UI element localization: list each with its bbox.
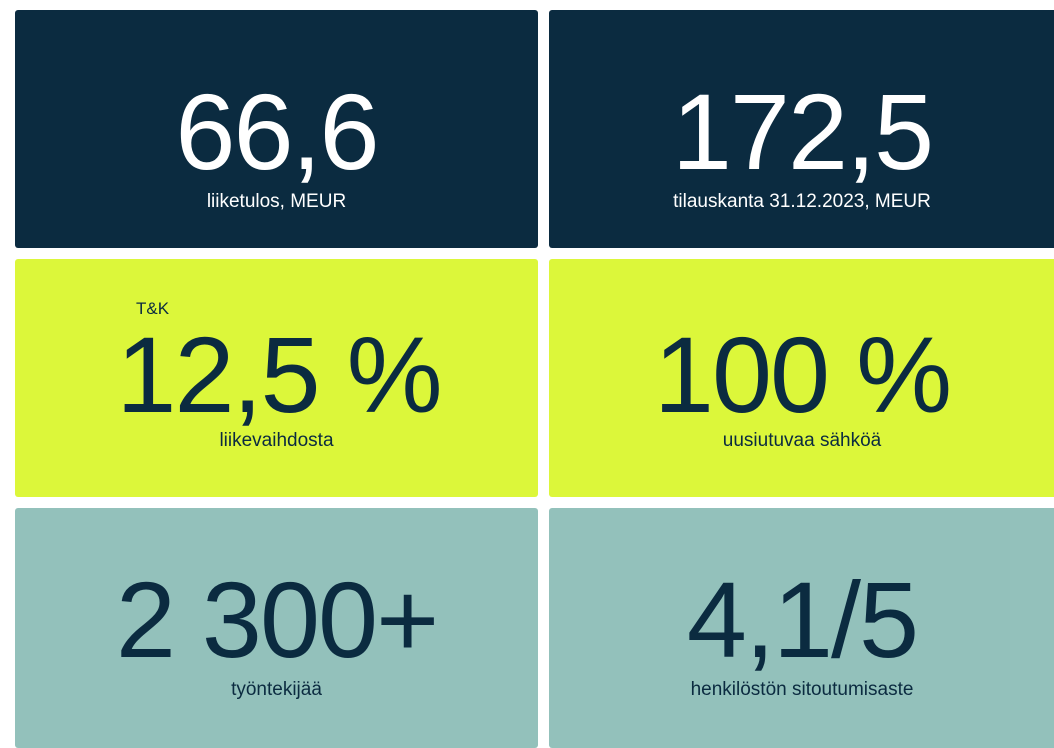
card-value: 172,5 xyxy=(671,71,934,192)
card-label: uusiutuvaa sähköä xyxy=(722,430,882,451)
card: 66,6 liiketulos, MEUR xyxy=(15,10,538,248)
card-value: 12,5 % xyxy=(116,314,442,435)
card: 4,1/5 henkilöstön sitoutumisaste xyxy=(549,508,1054,748)
card-label: henkilöstön sitoutumisaste xyxy=(690,679,914,700)
card: 100 % uusiutuvaa sähköä xyxy=(549,259,1054,497)
card-value: 66,6 xyxy=(175,71,379,192)
card-label: tilauskanta 31.12.2023, MEUR xyxy=(673,191,931,212)
card-prefix: T&K xyxy=(136,299,170,318)
card-label: liikevaihdosta xyxy=(219,430,334,451)
card: 2 300+ työntekijää xyxy=(15,508,538,748)
card-value: 100 % xyxy=(653,314,952,435)
card: 172,5 tilauskanta 31.12.2023, MEUR xyxy=(549,10,1054,248)
card-label: liiketulos, MEUR xyxy=(206,191,347,212)
card-label: työntekijää xyxy=(231,679,322,700)
card: T&K 12,5 % liikevaihdosta xyxy=(15,259,538,497)
card-value: 4,1/5 xyxy=(686,559,919,680)
card-value: 2 300+ xyxy=(115,559,439,680)
